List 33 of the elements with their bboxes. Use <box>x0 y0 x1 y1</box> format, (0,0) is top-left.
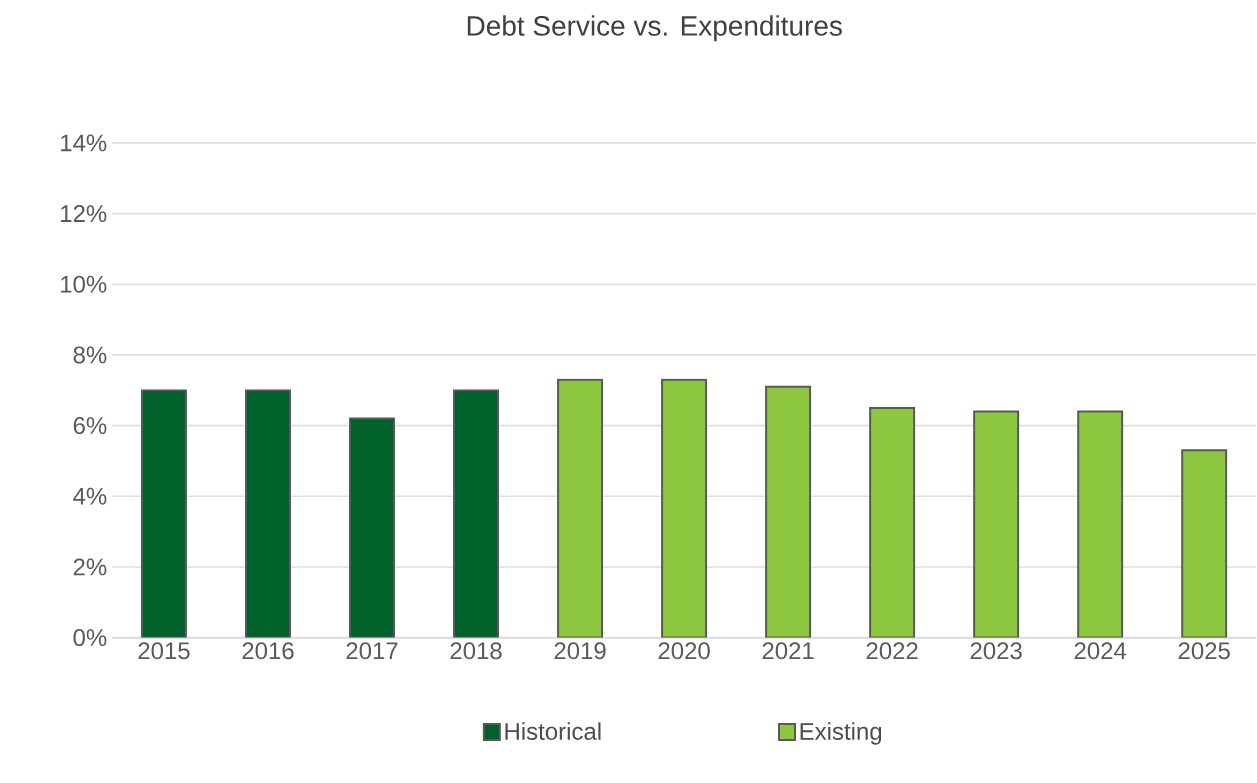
y-tick-label: 12% <box>61 205 107 223</box>
x-tick-label: 2019 <box>554 642 606 660</box>
y-tick-label: 8% <box>73 346 107 364</box>
x-tick-label: 2020 <box>658 642 710 660</box>
bar <box>557 378 604 638</box>
bar <box>453 389 500 638</box>
y-tick-label: 6% <box>73 417 107 435</box>
bar <box>140 389 187 638</box>
bar <box>869 407 916 638</box>
y-tick-label: 2% <box>73 558 107 576</box>
y-tick-label: 4% <box>73 488 107 505</box>
x-tick-label: 2022 <box>866 642 918 660</box>
x-tick-label: 2021 <box>762 642 814 660</box>
x-tick-label: 2024 <box>1074 642 1127 660</box>
bar <box>1077 410 1124 638</box>
x-tick-label: 2023 <box>970 642 1022 660</box>
x-tick-label: 2016 <box>242 642 294 660</box>
x-tick-label: 2018 <box>450 642 502 660</box>
bar <box>765 385 812 638</box>
bar <box>661 378 708 638</box>
y-tick-label: 14% <box>61 134 107 152</box>
chart-title: Debt Service vs. Expenditures <box>467 15 842 42</box>
legend-label: Existing <box>800 722 882 745</box>
bar <box>349 417 395 638</box>
legend-label: Historical <box>505 722 601 741</box>
bar <box>244 389 291 638</box>
bar <box>1181 449 1228 638</box>
y-tick-label: 0% <box>73 629 107 647</box>
x-tick-label: 2015 <box>138 642 190 660</box>
x-tick-label: 2017 <box>346 642 398 660</box>
x-tick-label: 2025 <box>1178 642 1230 660</box>
y-tick-label: 10% <box>61 275 107 293</box>
bar <box>973 410 1020 638</box>
